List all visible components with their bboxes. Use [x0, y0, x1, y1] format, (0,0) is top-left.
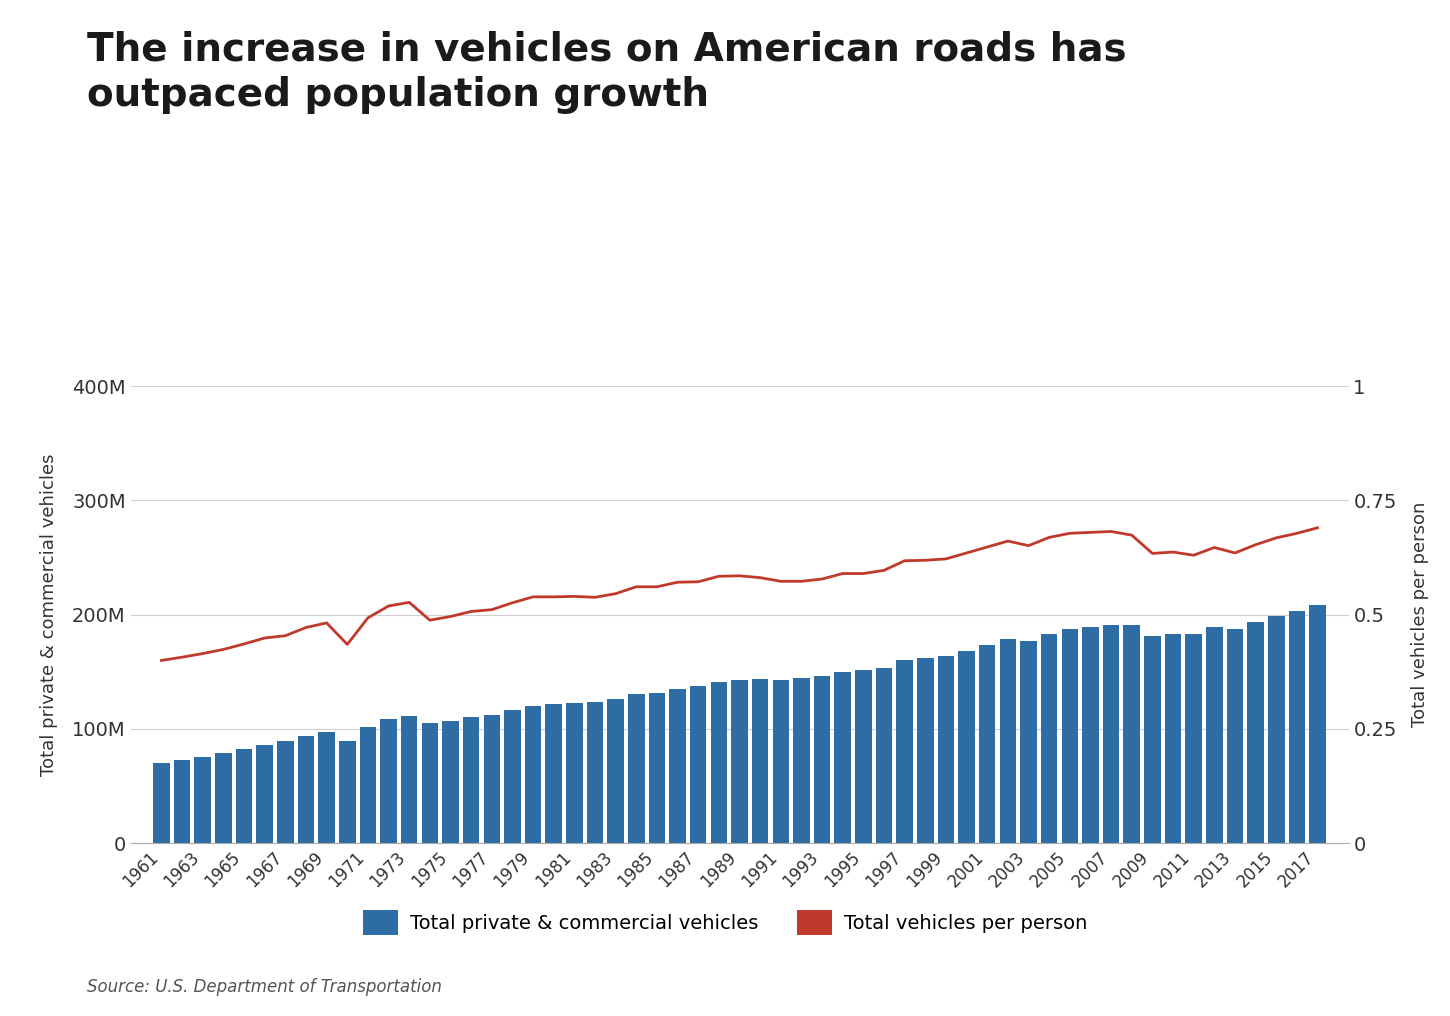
- Bar: [1103, 625, 1119, 843]
- Bar: [297, 737, 315, 843]
- Bar: [876, 668, 892, 843]
- Bar: [422, 723, 438, 843]
- Bar: [813, 676, 831, 843]
- Bar: [1041, 634, 1057, 843]
- Y-axis label: Total vehicles per person: Total vehicles per person: [1411, 502, 1428, 727]
- Bar: [999, 639, 1016, 843]
- Bar: [916, 658, 934, 843]
- Text: The increase in vehicles on American roads has
outpaced population growth: The increase in vehicles on American roa…: [87, 30, 1127, 114]
- Bar: [402, 716, 418, 843]
- Bar: [463, 717, 480, 843]
- Bar: [380, 719, 397, 843]
- Y-axis label: Total private & commercial vehicles: Total private & commercial vehicles: [41, 453, 58, 776]
- Bar: [566, 703, 583, 843]
- Bar: [731, 680, 748, 843]
- Bar: [1206, 627, 1222, 843]
- Text: Source: U.S. Department of Transportation: Source: U.S. Department of Transportatio…: [87, 977, 442, 996]
- Bar: [194, 757, 212, 843]
- Bar: [628, 694, 645, 843]
- Bar: [1124, 626, 1140, 843]
- Bar: [257, 745, 273, 843]
- Bar: [670, 689, 686, 843]
- Bar: [773, 680, 789, 843]
- Bar: [1061, 629, 1077, 843]
- Bar: [896, 660, 914, 843]
- Bar: [1247, 623, 1264, 843]
- Bar: [215, 753, 232, 843]
- Bar: [505, 710, 521, 843]
- Bar: [525, 705, 541, 843]
- Bar: [793, 679, 809, 843]
- Bar: [587, 702, 603, 843]
- Bar: [277, 742, 293, 843]
- Bar: [174, 760, 190, 843]
- Bar: [710, 682, 726, 843]
- Bar: [648, 693, 666, 843]
- Bar: [690, 687, 706, 843]
- Bar: [1267, 616, 1285, 843]
- Bar: [442, 721, 458, 843]
- Bar: [1227, 629, 1243, 843]
- Bar: [483, 715, 500, 843]
- Bar: [1309, 606, 1325, 843]
- Bar: [1289, 612, 1305, 843]
- Bar: [753, 679, 769, 843]
- Bar: [1144, 636, 1160, 843]
- Bar: [979, 645, 996, 843]
- Bar: [339, 742, 355, 843]
- Bar: [608, 699, 624, 843]
- Bar: [236, 749, 252, 843]
- Bar: [834, 672, 851, 843]
- Bar: [154, 763, 170, 843]
- Bar: [360, 727, 376, 843]
- Bar: [319, 733, 335, 843]
- Bar: [1082, 627, 1099, 843]
- Bar: [1164, 634, 1182, 843]
- Bar: [1186, 634, 1202, 843]
- Bar: [1021, 641, 1037, 843]
- Bar: [545, 704, 563, 843]
- Bar: [856, 671, 871, 843]
- Bar: [958, 651, 974, 843]
- Legend: Total private & commercial vehicles, Total vehicles per person: Total private & commercial vehicles, Tot…: [362, 910, 1088, 935]
- Bar: [938, 655, 954, 843]
